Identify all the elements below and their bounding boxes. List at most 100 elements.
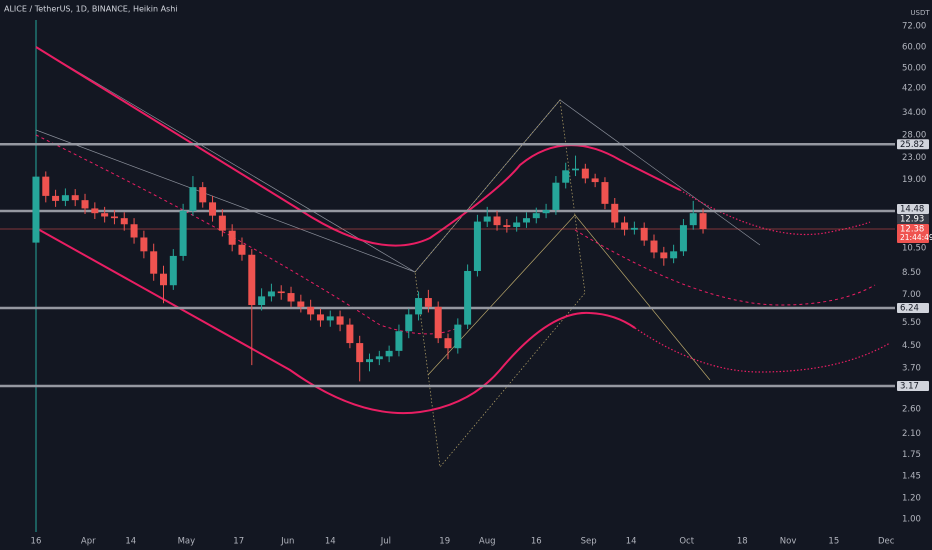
candle-body	[209, 202, 217, 216]
price-tag-label: 12.38	[900, 224, 924, 234]
arc-middle-projection	[574, 229, 876, 306]
candle-body	[91, 208, 99, 214]
candle-body	[140, 237, 148, 252]
price-tag-label: 6.24	[900, 303, 919, 313]
candle-body	[621, 222, 629, 230]
arc-lower-projection	[634, 327, 891, 373]
y-tick-label: 1.45	[902, 472, 921, 482]
y-tick-label: 7.00	[902, 290, 921, 300]
x-tick-label: 18	[737, 537, 748, 547]
x-tick-label: 19	[439, 537, 450, 547]
price-tag-box	[897, 302, 929, 313]
candle-body	[660, 252, 668, 259]
price-tag-box	[897, 223, 929, 243]
x-tick-label: Sep	[581, 537, 597, 547]
candle-body	[356, 343, 364, 363]
price-tag-label: 25.82	[900, 140, 924, 150]
candle-body	[52, 195, 60, 201]
price-tag-label: 14.48	[900, 204, 924, 214]
candle-body	[199, 187, 207, 203]
axis-unit: USDT	[910, 9, 930, 17]
price-tag-box	[897, 139, 929, 150]
candle-body	[277, 291, 285, 294]
candle-body	[130, 224, 138, 238]
x-tick-label: 17	[233, 537, 244, 547]
price-tag-box	[897, 213, 929, 224]
price-tag: 6.24	[897, 302, 929, 313]
channel-line	[35, 46, 416, 273]
candle-body	[552, 182, 560, 210]
x-tick-label: Jul	[380, 537, 391, 547]
candle-body	[346, 324, 354, 344]
candle-body	[454, 324, 462, 349]
y-tick-label: 60.00	[902, 43, 926, 53]
x-tick-label: 16	[531, 537, 542, 547]
candle-body	[395, 331, 403, 351]
candle-body	[297, 301, 305, 307]
price-tag-label: 3.17	[900, 381, 919, 391]
channel-line	[35, 129, 416, 273]
y-tick-label: 2.60	[902, 404, 921, 414]
candle-body	[572, 168, 580, 171]
x-tick-label: Aug	[479, 537, 496, 547]
candle-body	[150, 251, 158, 274]
y-tick-label: 10.50	[902, 243, 926, 253]
candle-body	[513, 222, 521, 227]
chart-title: ALICE / TetherUS, 1D, BINANCE, Heikin As…	[4, 5, 178, 14]
y-tick-label: 1.00	[902, 514, 921, 524]
candle-body	[120, 218, 128, 225]
x-tick-label: 16	[31, 537, 42, 547]
candle-body	[316, 314, 324, 321]
candle-body	[385, 350, 393, 357]
candle-body	[434, 306, 442, 339]
y-tick-label: 8.50	[902, 268, 921, 278]
candle-body	[532, 213, 540, 219]
candle-body	[679, 225, 687, 252]
candle-body	[415, 298, 423, 315]
candle-body	[169, 255, 177, 286]
y-tick-label: 1.20	[902, 493, 921, 503]
candle-body	[71, 195, 79, 201]
y-tick-label: 72.00	[902, 22, 926, 32]
x-tick-label: 14	[626, 537, 637, 547]
candle-body	[81, 200, 89, 209]
x-tick-label: Nov	[780, 537, 797, 547]
y-tick-label: 2.10	[902, 429, 921, 439]
candle-body	[630, 227, 638, 230]
candle-body	[189, 187, 197, 211]
candle-body	[699, 213, 707, 229]
candle-body	[61, 195, 69, 201]
x-tick-label: Dec	[878, 537, 895, 547]
candle-body	[424, 298, 432, 307]
candle-body	[542, 209, 550, 214]
x-tick-label: Jun	[280, 537, 294, 547]
candle-body	[581, 168, 589, 179]
candle-body	[238, 244, 246, 255]
price-tag-box	[897, 380, 929, 391]
candle-body	[326, 316, 334, 321]
candle-body	[522, 218, 530, 223]
price-tag-box	[897, 203, 929, 214]
arc-upper-projection	[679, 189, 871, 235]
countdown: 21:44:49	[900, 233, 932, 242]
candle-body	[591, 178, 599, 183]
price-tag: 14.48	[897, 203, 929, 214]
candle-body	[611, 203, 619, 223]
y-tick-label: 4.50	[902, 341, 921, 351]
candle-body	[258, 296, 266, 306]
candle-body	[248, 254, 256, 306]
candle-body	[473, 221, 481, 271]
candle-body	[640, 227, 648, 241]
x-tick-label: Apr	[81, 537, 96, 547]
candle-body	[32, 176, 40, 243]
y-tick-label: 34.00	[902, 108, 926, 118]
candle-body	[366, 359, 374, 363]
price-tag: 25.82	[897, 139, 929, 150]
y-tick-label: 1.75	[902, 450, 921, 460]
candle-body	[405, 314, 413, 332]
candle-body	[110, 216, 118, 219]
y-tick-label: 50.00	[902, 64, 926, 74]
candle-body	[101, 213, 109, 217]
candle-body	[493, 216, 501, 226]
